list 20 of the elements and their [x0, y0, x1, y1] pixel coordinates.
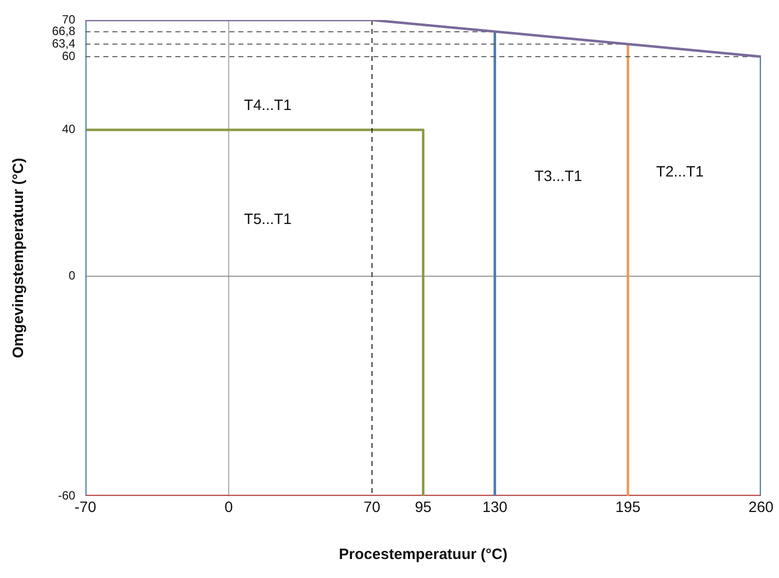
annotation: T4...T1 [244, 96, 292, 114]
x-tick-label: 130 [482, 499, 508, 516]
x-tick-label: 195 [615, 499, 640, 516]
x-axis-title: Procestemperatuur (°C) [338, 546, 508, 564]
y-tick-label: 40 [62, 122, 76, 136]
y-axis-title: Omgevingstemperatuur (°C) [10, 158, 28, 358]
y-tick-label: 0 [68, 268, 76, 283]
x-tick-label: 260 [748, 499, 774, 516]
annotation: T5...T1 [244, 211, 292, 228]
y-tick-label: 63,4 [52, 36, 76, 50]
annotation: T3...T1 [534, 168, 582, 186]
x-tick-label: 70 [364, 499, 380, 516]
x-tick-label: -70 [74, 499, 96, 516]
annotation: T2...T1 [656, 163, 704, 180]
y-tick-label: -60 [58, 488, 76, 502]
y-tick-label: 70 [62, 12, 76, 26]
y-tick-label: 66,8 [52, 24, 76, 38]
y-tick-label: 60 [62, 48, 76, 63]
x-tick-label: 0 [224, 499, 233, 516]
x-tick-label: 95 [414, 499, 432, 516]
